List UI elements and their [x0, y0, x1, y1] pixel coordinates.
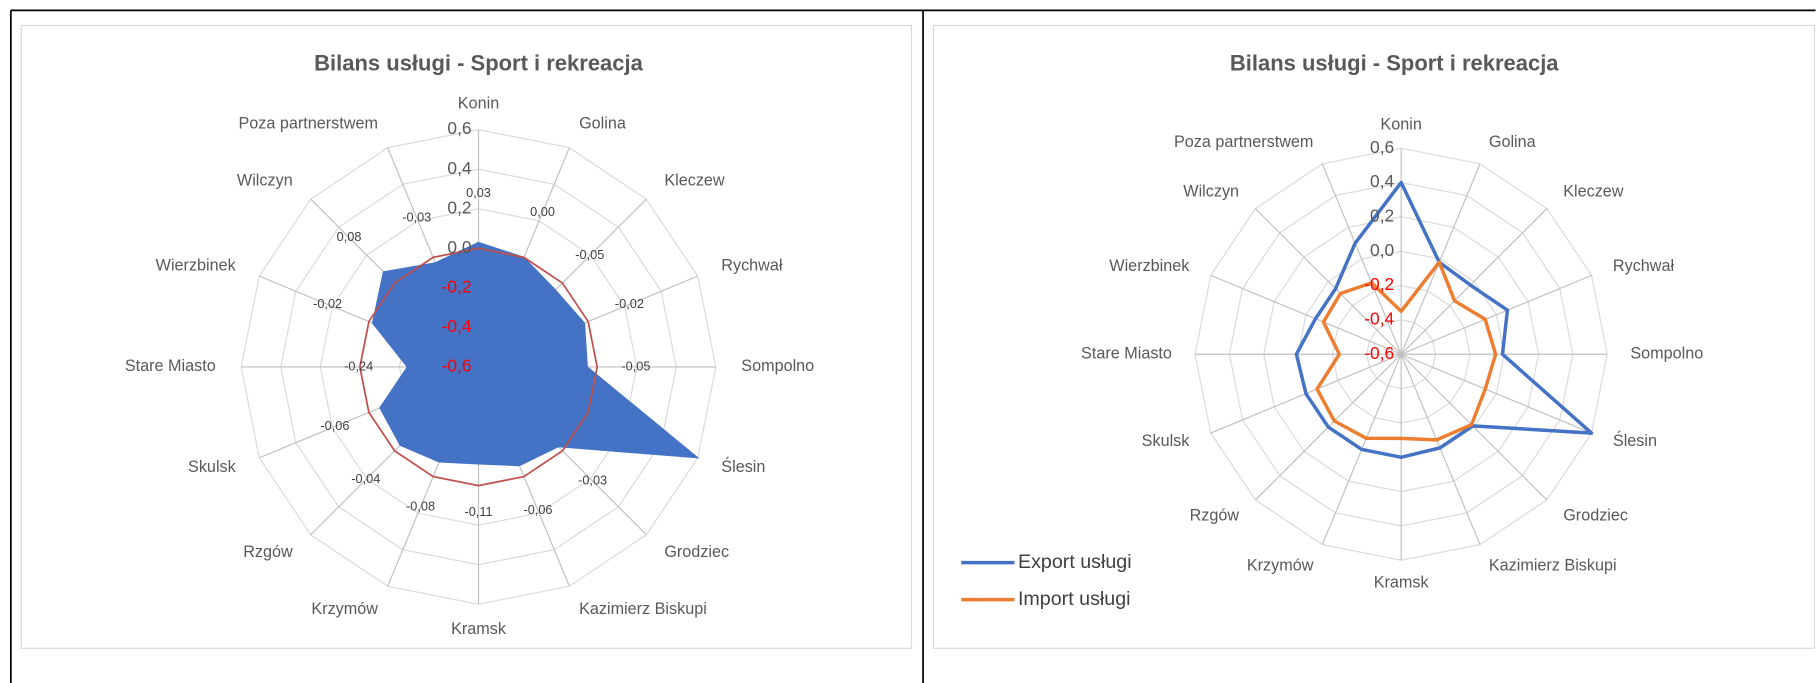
data-label: -0,02 [313, 296, 342, 311]
data-label: -0,05 [575, 247, 604, 262]
spoke [1210, 274, 1402, 355]
spoke [1255, 208, 1402, 355]
category-label: Konin [458, 94, 499, 112]
category-label: Poza partnerstwem [239, 114, 378, 132]
tick-label: 0,4 [1370, 171, 1394, 191]
data-label: 0,03 [466, 185, 491, 200]
data-label: -0,06 [320, 418, 349, 433]
category-label: Sompolno [741, 357, 814, 375]
category-label: Grodziec [1563, 507, 1628, 525]
tick-label: -0,6 [1364, 343, 1394, 363]
tick-label: 0,0 [447, 237, 471, 257]
spoke [1400, 163, 1481, 355]
category-label: Kleczew [664, 171, 725, 189]
tick-label: -0,4 [442, 316, 472, 336]
category-label: Golina [1489, 133, 1536, 151]
data-label: 0,08 [337, 229, 362, 244]
category-label: Kazimierz Biskupi [579, 600, 707, 618]
category-label: Ślesin [1613, 431, 1657, 450]
spoke [1321, 163, 1402, 355]
category-label: Wierzbinek [1109, 257, 1190, 275]
category-label: Kazimierz Biskupi [1489, 556, 1617, 574]
data-label: -0,02 [615, 296, 644, 311]
category-label: Skulsk [188, 458, 237, 476]
category-label: Wierzbinek [156, 257, 237, 275]
data-label: -0,06 [523, 502, 552, 517]
tick-label: -0,2 [1364, 274, 1394, 294]
category-label: Kramsk [451, 620, 507, 638]
tick-label: -0,2 [442, 276, 472, 296]
tick-label: 0,2 [1370, 205, 1394, 225]
category-label: Rzgów [243, 543, 293, 561]
category-label: Poza partnerstwem [1174, 133, 1313, 151]
legend-label: Import usługi [1018, 588, 1131, 610]
category-label: Konin [1380, 115, 1421, 133]
data-label: -0,04 [351, 471, 380, 486]
tick-label: 0,0 [1370, 240, 1394, 260]
category-label: Grodziec [664, 543, 729, 561]
radar-area [371, 241, 700, 467]
tick-label: 0,4 [447, 158, 471, 178]
data-label: -0,05 [621, 358, 650, 373]
tick-label: 0,6 [1370, 137, 1394, 157]
chart-title: Bilans usługi - Sport i rekreacja [1230, 51, 1559, 76]
chart-frame [932, 24, 1816, 649]
tick-label: -0,6 [442, 356, 472, 376]
data-label: 0,00 [530, 204, 555, 219]
category-label: Wilczyn [237, 171, 293, 189]
data-label: -0,08 [406, 498, 435, 513]
category-label: Sompolno [1630, 345, 1703, 363]
data-label: -0,03 [402, 209, 431, 224]
radar-line [1294, 180, 1594, 459]
category-label: Wilczyn [1183, 182, 1239, 200]
chart-title: Bilans usługi - Sport i rekreacja [314, 51, 643, 76]
category-label: Stare Miasto [1081, 345, 1172, 363]
category-label: Rychwał [721, 257, 783, 275]
category-label: Kleczew [1563, 182, 1624, 200]
tick-label: -0,4 [1364, 308, 1394, 328]
tick-label: 0,6 [447, 118, 471, 138]
radar-line [1315, 260, 1498, 442]
zero-ring [358, 247, 599, 487]
category-label: Ślesin [721, 457, 765, 476]
tick-label: 0,2 [447, 197, 471, 217]
spoke [1400, 353, 1592, 434]
category-label: Krzymów [311, 600, 378, 618]
spoke [1400, 208, 1548, 355]
category-label: Rzgów [1190, 507, 1240, 525]
category-label: Krzymów [1247, 556, 1314, 574]
data-label: -0,03 [578, 472, 607, 487]
category-label: Kramsk [1374, 574, 1430, 592]
data-label: -0,11 [464, 504, 492, 519]
legend-label: Export usługi [1018, 551, 1132, 573]
category-label: Skulsk [1142, 432, 1191, 450]
category-label: Golina [579, 114, 626, 132]
category-label: Rychwał [1613, 257, 1675, 275]
data-label: -0,24 [344, 358, 373, 373]
category-label: Stare Miasto [125, 357, 216, 375]
spoke [1400, 274, 1592, 355]
